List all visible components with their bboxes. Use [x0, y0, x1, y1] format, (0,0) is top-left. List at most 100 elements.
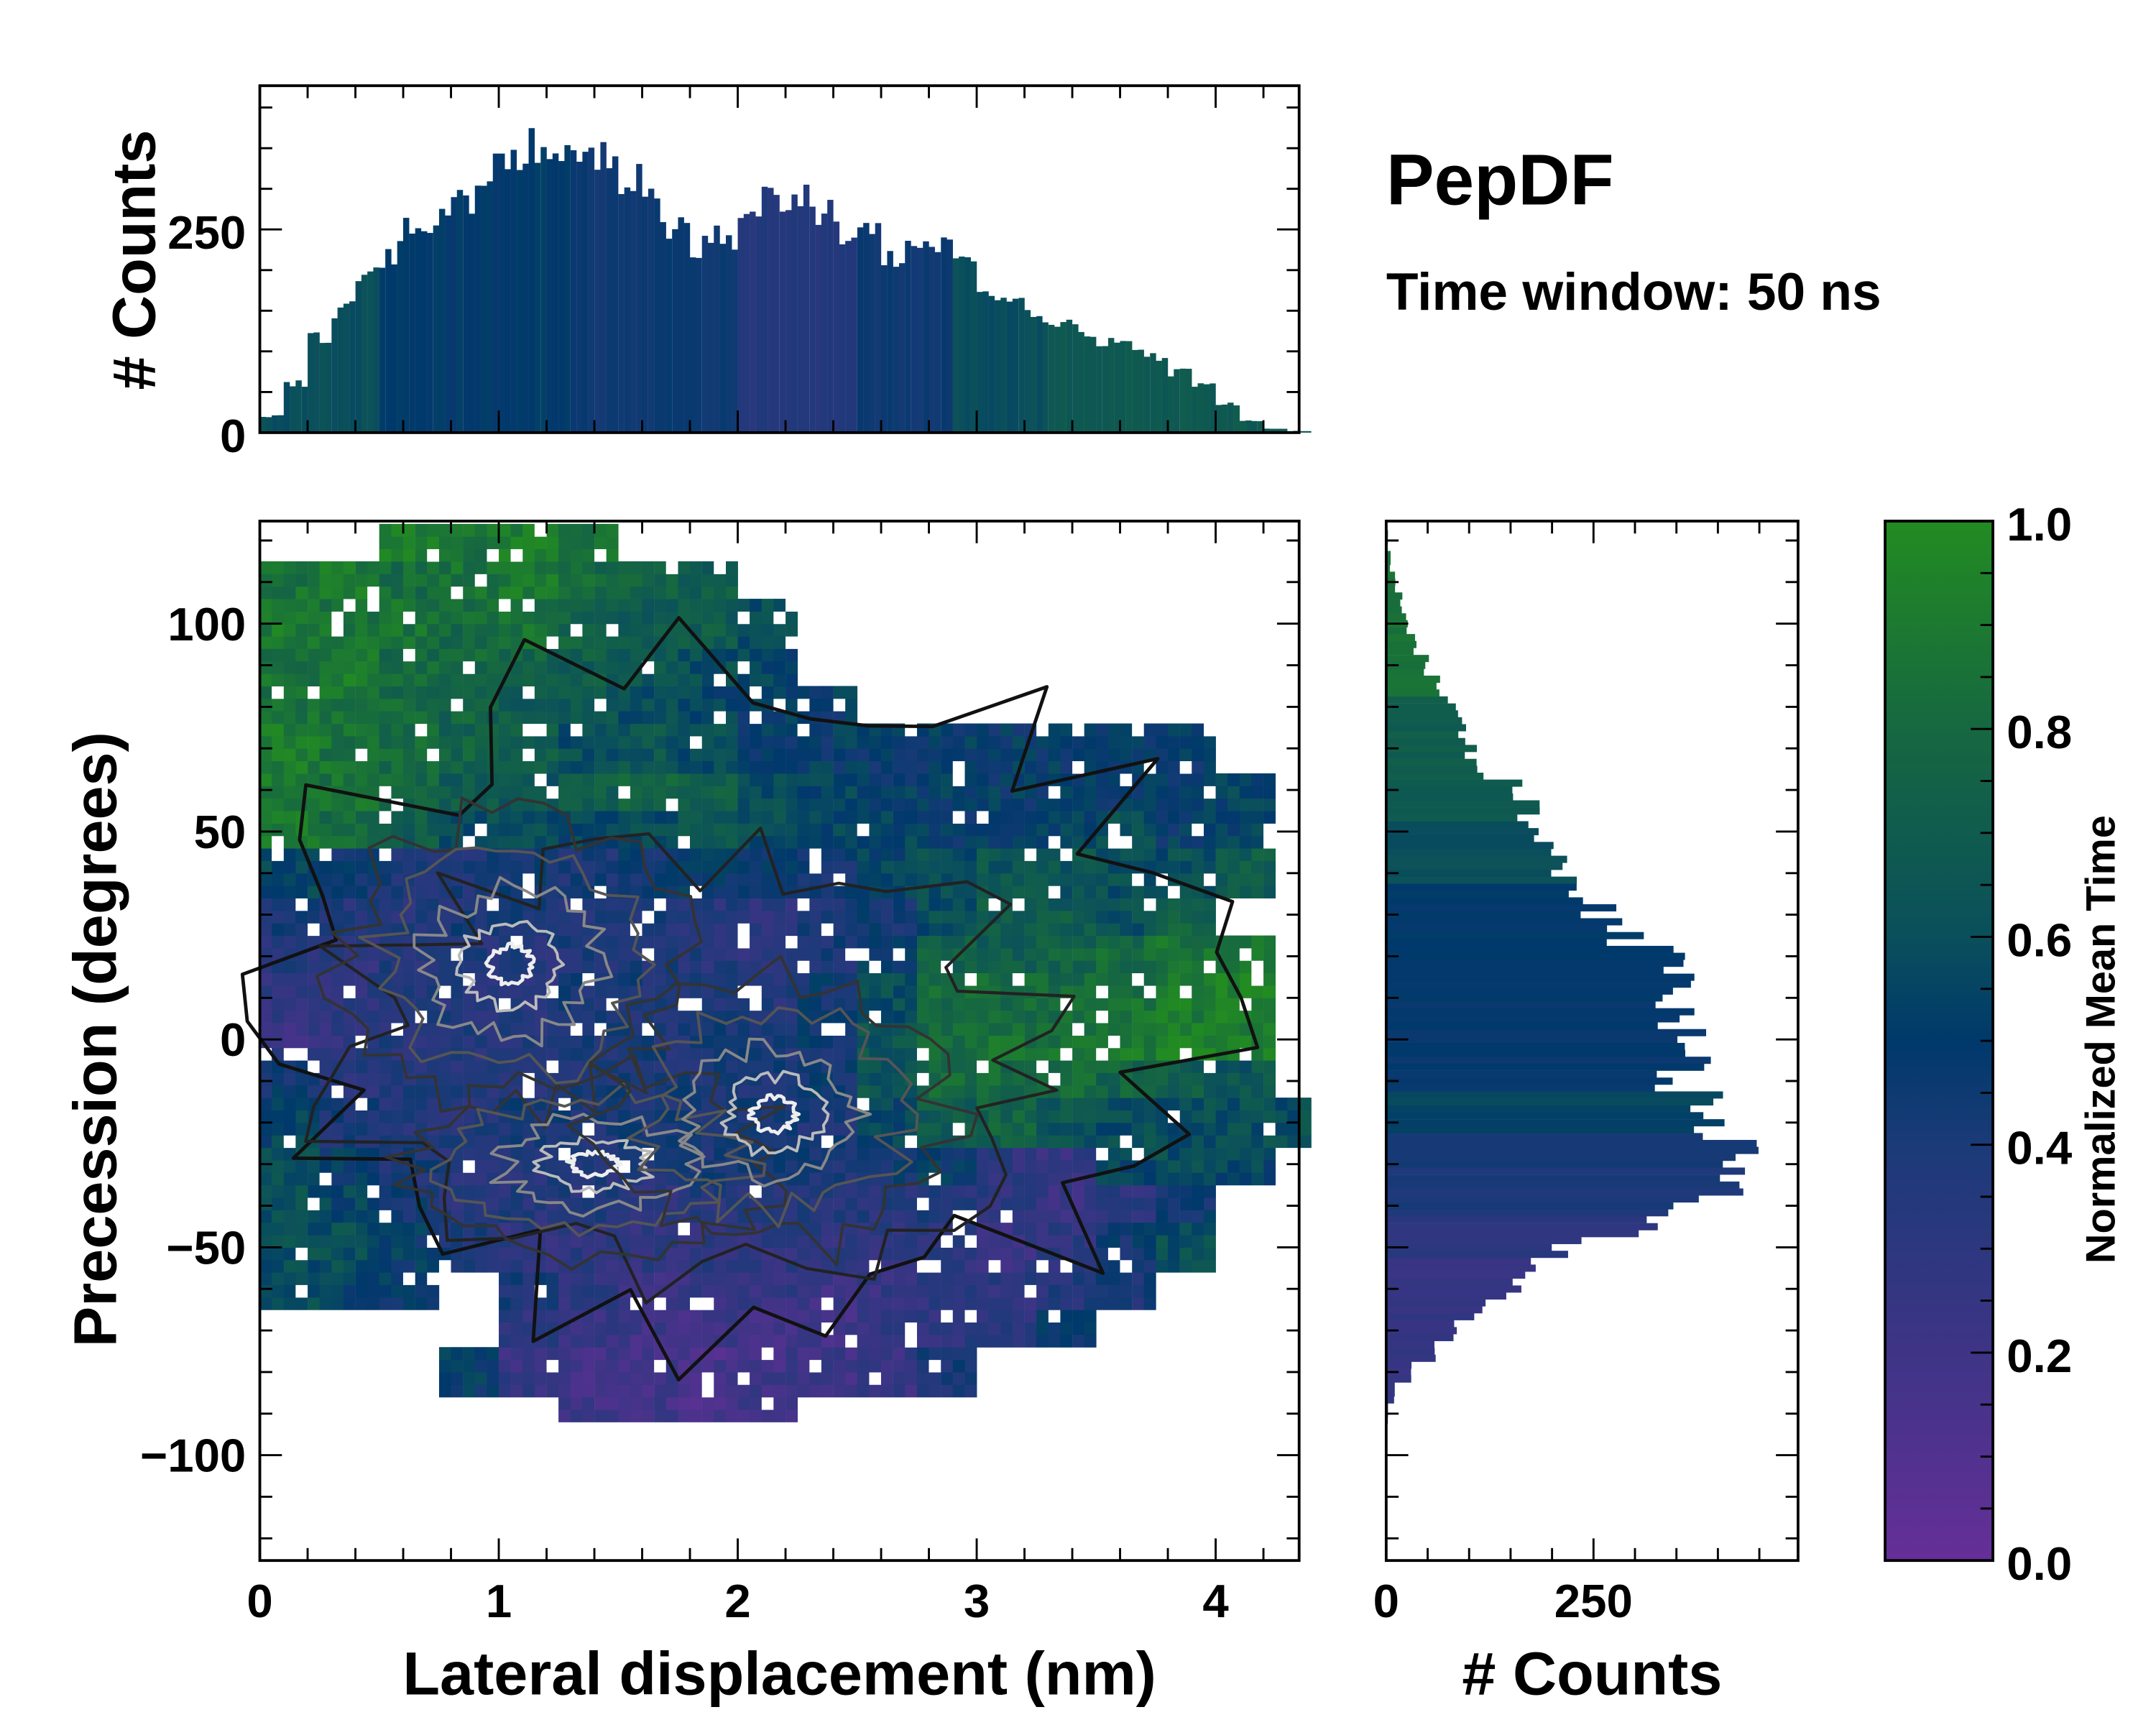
heatmap-cell	[319, 1172, 332, 1186]
heatmap-cell	[1107, 1110, 1120, 1123]
heatmap-cell	[582, 1035, 595, 1049]
heatmap-cell	[714, 636, 727, 649]
histogram-bar	[606, 168, 613, 433]
heatmap-cell	[451, 748, 464, 762]
heatmap-cell	[1024, 998, 1037, 1011]
heatmap-cell	[379, 1072, 392, 1086]
heatmap-cell	[1096, 1072, 1109, 1086]
heatmap-cell	[379, 910, 392, 924]
heatmap-cell	[797, 923, 810, 937]
heatmap-cell	[1251, 1110, 1264, 1123]
heatmap-cell	[893, 1310, 906, 1322]
heatmap-cell	[438, 1259, 451, 1273]
histogram-bar	[768, 188, 774, 433]
heatmap-cell	[1000, 1135, 1013, 1149]
heatmap-cell	[1251, 1010, 1264, 1024]
heatmap-cell	[941, 1110, 954, 1123]
heatmap-cell	[750, 711, 762, 724]
heatmap-cell	[558, 611, 571, 625]
heatmap-cell	[857, 1184, 870, 1198]
heatmap-cell	[952, 723, 965, 737]
heatmap-cell	[463, 811, 476, 824]
heatmap-cell	[737, 1098, 750, 1110]
heatmap-cell	[319, 835, 332, 849]
heatmap-cell	[786, 673, 798, 686]
heatmap-cell	[857, 972, 870, 986]
heatmap-cell	[319, 1010, 332, 1024]
heatmap-cell	[964, 823, 977, 837]
heatmap-cell	[1251, 960, 1264, 974]
heatmap-cell	[678, 1259, 691, 1273]
heatmap-cell	[379, 972, 392, 986]
heatmap-cell	[654, 1359, 667, 1373]
heatmap-cell	[809, 960, 822, 974]
heatmap-cell	[869, 935, 882, 949]
heatmap-cell	[1012, 1010, 1025, 1024]
heatmap-cell	[570, 1247, 583, 1261]
heatmap-cell	[821, 798, 834, 811]
heatmap-cell	[1179, 1222, 1192, 1236]
heatmap-cell	[308, 1272, 321, 1285]
heatmap-cell	[1084, 1210, 1097, 1223]
heatmap-cell	[678, 835, 691, 849]
heatmap-cell	[821, 1347, 834, 1361]
histogram-bar	[845, 241, 852, 433]
heatmap-cell	[1000, 985, 1013, 998]
heatmap-cell	[1107, 1197, 1120, 1210]
heatmap-cell	[367, 586, 380, 599]
heatmap-cell	[1120, 748, 1133, 762]
heatmap-cell	[1000, 935, 1013, 949]
heatmap-cell	[1048, 835, 1061, 849]
heatmap-cell	[916, 1197, 929, 1210]
heatmap-cell	[272, 1135, 285, 1149]
heatmap-cell	[259, 947, 272, 961]
heatmap-cell	[1132, 1259, 1145, 1273]
heatmap-cell	[893, 835, 906, 849]
heatmap-cell	[355, 723, 368, 737]
heatmap-cell	[1072, 1159, 1085, 1173]
heatmap-cell	[570, 686, 583, 699]
heatmap-cell	[977, 1247, 989, 1261]
heatmap-cell	[499, 1334, 511, 1348]
heatmap-cell	[1192, 1235, 1204, 1248]
heatmap-cell	[618, 760, 631, 774]
histogram-bar	[660, 222, 666, 433]
heatmap-cell	[750, 686, 762, 699]
heatmap-cell	[809, 835, 822, 849]
heatmap-cell	[1024, 1147, 1037, 1161]
heatmap-cell	[534, 623, 547, 637]
heatmap-cell	[1143, 735, 1156, 749]
heatmap-cell	[905, 1060, 918, 1073]
heatmap-cell	[391, 1259, 404, 1273]
heatmap-cell	[714, 599, 727, 612]
heatmap-cell	[1227, 1110, 1240, 1123]
heatmap-cell	[905, 811, 918, 824]
heatmap-cell	[474, 1347, 487, 1361]
heatmap-cell	[977, 823, 989, 837]
heatmap-cell	[1084, 748, 1097, 762]
heatmap-cell	[259, 1072, 272, 1086]
heatmap-cell	[546, 1284, 559, 1298]
histogram-bar	[1143, 356, 1151, 433]
heatmap-cell	[880, 748, 893, 762]
heatmap-cell	[880, 1122, 893, 1136]
heatmap-cell	[391, 873, 404, 886]
tick-label: 250	[167, 206, 246, 259]
heatmap-cell	[618, 1210, 631, 1223]
heatmap-cell	[797, 1235, 810, 1248]
histogram-bar	[1245, 420, 1252, 433]
heatmap-cell	[272, 723, 285, 737]
heatmap-cell	[1107, 1147, 1120, 1161]
heatmap-cell	[259, 1284, 272, 1298]
heatmap-cell	[809, 848, 822, 861]
heatmap-cell	[642, 935, 655, 949]
heatmap-cell	[1275, 1135, 1288, 1149]
heatmap-cell	[678, 1222, 691, 1236]
heatmap-cell	[367, 698, 380, 712]
heatmap-cell	[582, 611, 595, 625]
heatmap-cell	[606, 623, 619, 637]
heatmap-cell	[1084, 1085, 1097, 1098]
heatmap-cell	[1024, 1334, 1037, 1348]
heatmap-cell	[929, 1334, 941, 1348]
heatmap-cell	[1156, 898, 1169, 911]
